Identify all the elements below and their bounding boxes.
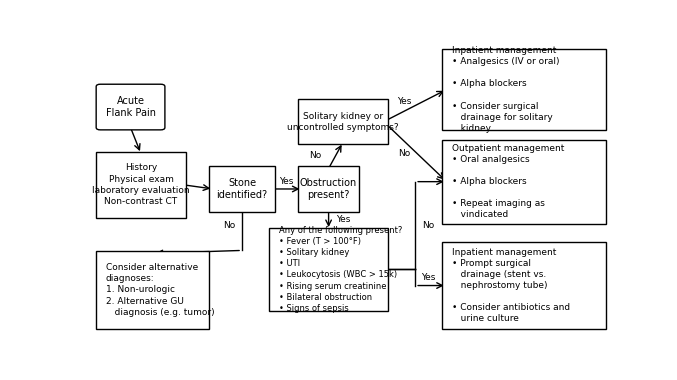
FancyBboxPatch shape: [298, 99, 388, 144]
Text: Consider alternative
diagnoses:
1. Non-urologic
2. Alternative GU
   diagnosis (: Consider alternative diagnoses: 1. Non-u…: [106, 263, 214, 317]
Text: Stone
identified?: Stone identified?: [217, 178, 267, 200]
Text: Outpatient management
• Oral analgesics

• Alpha blockers

• Repeat imaging as
 : Outpatient management • Oral analgesics …: [452, 144, 564, 220]
Text: Any of the following present?
• Fever (T > 100°F)
• Solitary kidney
• UTI
• Leuk: Any of the following present? • Fever (T…: [279, 226, 402, 313]
Text: Solitary kidney or
uncontrolled symptoms?: Solitary kidney or uncontrolled symptoms…: [287, 112, 399, 132]
Text: No: No: [399, 149, 411, 158]
FancyBboxPatch shape: [298, 166, 359, 212]
Text: No: No: [422, 221, 435, 230]
Text: Yes: Yes: [280, 177, 294, 186]
FancyBboxPatch shape: [443, 242, 606, 329]
Text: Yes: Yes: [397, 97, 412, 106]
Text: Inpatient management
• Analgesics (IV or oral)

• Alpha blockers

• Consider sur: Inpatient management • Analgesics (IV or…: [452, 46, 559, 133]
FancyBboxPatch shape: [443, 49, 606, 130]
Text: Acute
Flank Pain: Acute Flank Pain: [106, 96, 156, 118]
Text: Obstruction
present?: Obstruction present?: [300, 178, 357, 200]
FancyBboxPatch shape: [269, 228, 388, 311]
FancyBboxPatch shape: [96, 84, 165, 130]
FancyBboxPatch shape: [209, 166, 275, 212]
Text: Inpatient management
• Prompt surgical
   drainage (stent vs.
   nephrostomy tub: Inpatient management • Prompt surgical d…: [452, 248, 570, 323]
Text: No: No: [309, 151, 322, 160]
Text: Yes: Yes: [421, 273, 435, 282]
FancyBboxPatch shape: [96, 152, 186, 218]
FancyBboxPatch shape: [96, 251, 209, 329]
Text: Yes: Yes: [336, 215, 351, 224]
FancyBboxPatch shape: [443, 140, 606, 223]
Text: No: No: [223, 221, 235, 230]
Text: History
Physical exam
laboratory evaluation
Non-contrast CT: History Physical exam laboratory evaluat…: [92, 163, 190, 206]
